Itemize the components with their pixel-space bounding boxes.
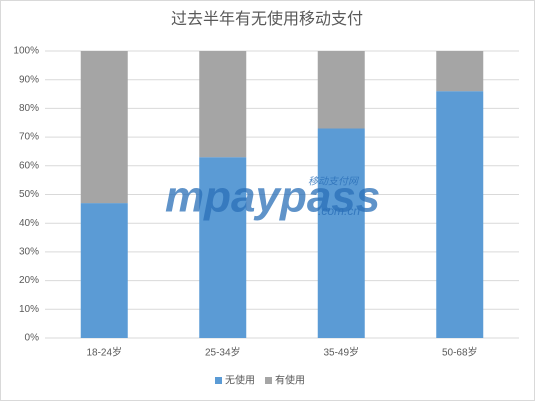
y-tick-label: 50% — [19, 189, 39, 200]
bar-segment — [80, 203, 128, 338]
x-tick-label: 35-49岁 — [323, 346, 359, 359]
y-tick-label: 10% — [19, 304, 39, 315]
y-tick-label: 80% — [19, 103, 39, 114]
y-tick-label: 30% — [19, 247, 39, 258]
bar-segment — [436, 91, 484, 339]
watermark-brand: mpaypass — [165, 173, 380, 222]
y-tick-label: 100% — [13, 46, 39, 57]
x-tick-label: 50-68岁 — [442, 346, 478, 359]
bar-segment — [80, 51, 128, 204]
x-tick-label: 25-34岁 — [205, 346, 241, 359]
y-tick-label: 70% — [19, 132, 39, 143]
legend-swatch — [265, 377, 272, 384]
bar-segment — [317, 128, 365, 338]
y-tick-label: 60% — [19, 160, 39, 171]
bar-segment — [199, 157, 247, 338]
y-tick-label: 20% — [19, 275, 39, 286]
watermark-cn: 移动支付网 — [308, 176, 360, 188]
legend-label: 有使用 — [275, 374, 305, 387]
bar-segment — [436, 51, 484, 92]
chart-title: 过去半年有无使用移动支付 — [171, 10, 363, 28]
y-tick-label: 40% — [19, 218, 39, 229]
legend-label: 无使用 — [225, 374, 255, 387]
bar-segment — [199, 51, 247, 158]
bar-segment — [317, 51, 365, 129]
legend-swatch — [215, 377, 222, 384]
x-tick-label: 18-24岁 — [86, 346, 122, 359]
y-tick-label: 90% — [19, 74, 39, 85]
watermark-domain: .com.cn — [318, 204, 360, 218]
y-tick-label: 0% — [25, 333, 40, 344]
